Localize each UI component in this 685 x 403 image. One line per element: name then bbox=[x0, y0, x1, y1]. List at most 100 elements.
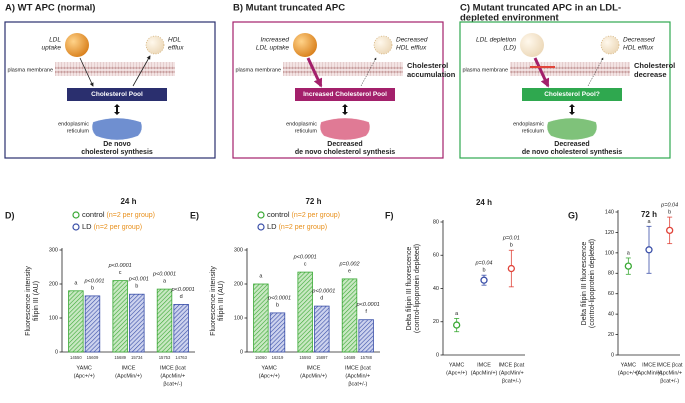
legend-marker bbox=[257, 223, 265, 231]
chart-title: 72 h bbox=[641, 210, 657, 219]
y-axis-label: Delta filipin III fluorescence bbox=[581, 242, 588, 326]
p-value: p<0.001 bbox=[128, 277, 149, 283]
hdl-label: HDL efflux bbox=[623, 45, 654, 52]
bar bbox=[341, 278, 358, 353]
membrane-label: plasma membrane bbox=[235, 67, 281, 73]
bar bbox=[84, 295, 101, 353]
letter-label: d bbox=[320, 296, 323, 302]
panel-label: G) bbox=[568, 210, 578, 220]
letter-label: c bbox=[119, 270, 122, 276]
p-value: p=0.04 bbox=[660, 203, 678, 209]
y-axis-label: (control-lipoprotein depleted) bbox=[414, 244, 421, 333]
arrow bbox=[360, 57, 377, 87]
letter-label: c bbox=[304, 262, 307, 268]
arrow bbox=[79, 57, 94, 87]
ldl-label: (LD) bbox=[503, 45, 516, 52]
double-arrow bbox=[569, 104, 575, 115]
er-label: endoplasmic bbox=[286, 121, 317, 127]
x-tick-label: IMCE bbox=[122, 365, 136, 371]
hdl-label: Decreased bbox=[396, 37, 428, 44]
y-tick-label: 120 bbox=[605, 230, 614, 236]
membrane bbox=[510, 62, 630, 76]
count-label: 15788 bbox=[360, 355, 372, 360]
chart-title: 72 h bbox=[305, 197, 321, 206]
x-tick-label: (ApcMin/+ bbox=[657, 370, 682, 376]
count-label: 15689 bbox=[114, 355, 126, 360]
side-label: Cholesterol bbox=[634, 61, 675, 70]
bar bbox=[112, 280, 128, 353]
x-tick-label: βcat+/-) bbox=[660, 378, 679, 384]
y-tick-label: 40 bbox=[433, 286, 439, 292]
letter-label: b bbox=[510, 243, 513, 249]
x-tick-label: βcat+/-) bbox=[163, 381, 182, 387]
legend-label: control bbox=[82, 210, 105, 219]
side-label: decrease bbox=[634, 70, 667, 79]
synthesis-label: Decreased bbox=[554, 141, 589, 148]
p-value: p<0.0001 bbox=[108, 263, 132, 269]
arrow bbox=[587, 57, 604, 87]
x-tick-label: (ApcMin/+ bbox=[345, 373, 370, 379]
x-tick-label: (Apc+/+) bbox=[446, 370, 467, 376]
count-label: 15609 bbox=[87, 355, 99, 360]
y-tick-label: 80 bbox=[433, 219, 439, 225]
synthesis-label: cholesterol synthesis bbox=[81, 149, 153, 156]
bar bbox=[173, 303, 189, 353]
panel-label: E) bbox=[190, 210, 199, 220]
hdl-label: HDL efflux bbox=[396, 45, 427, 52]
bar bbox=[314, 305, 330, 353]
y-tick-label: 0 bbox=[611, 352, 614, 358]
x-tick-label: (Apc+/+) bbox=[618, 370, 639, 376]
bar bbox=[156, 288, 173, 353]
pool-label: Cholesterol Pool? bbox=[544, 91, 600, 98]
er-label: endoplasmic bbox=[513, 121, 544, 127]
legend-marker bbox=[72, 223, 80, 231]
y-axis-label: Fluorescence intensity bbox=[25, 266, 32, 336]
synthesis-label: de novo cholesterol synthesis bbox=[295, 149, 395, 156]
point bbox=[480, 276, 488, 284]
letter-label: e bbox=[348, 268, 351, 274]
bar bbox=[269, 312, 286, 353]
count-label: 14550 bbox=[70, 355, 82, 360]
bar bbox=[129, 293, 145, 353]
y-tick-label: 100 bbox=[234, 315, 243, 321]
x-tick-label: (Apc+/+) bbox=[259, 373, 280, 379]
p-value: p<0.0001 bbox=[293, 255, 317, 261]
membrane-label: plasma membrane bbox=[462, 67, 508, 73]
x-tick-label: (ApcMin/+ bbox=[160, 373, 185, 379]
letter-label: a bbox=[74, 280, 78, 286]
bar bbox=[68, 290, 84, 353]
y-tick-label: 100 bbox=[49, 315, 58, 321]
letter-label: f bbox=[365, 309, 367, 315]
pool-label: Increased Cholesterol Pool bbox=[303, 91, 387, 98]
er-label: reticulum bbox=[67, 128, 90, 134]
er-label: reticulum bbox=[295, 128, 318, 134]
panel-title: A) WT APC (normal) bbox=[5, 3, 95, 14]
x-tick-label: (ApcMin/+) bbox=[636, 370, 663, 376]
letter-label: b bbox=[482, 268, 485, 274]
bar bbox=[297, 271, 313, 353]
count-label: 15734 bbox=[131, 355, 143, 360]
hdl-label: Decreased bbox=[623, 37, 655, 44]
synthesis-label: De novo bbox=[103, 141, 131, 148]
y-axis-label: Fluorescence intensity bbox=[210, 266, 217, 336]
count-label: 14689 bbox=[344, 355, 356, 360]
y-tick-label: 40 bbox=[608, 312, 614, 318]
count-label: 15593 bbox=[299, 355, 311, 360]
ldl-label: uptake bbox=[41, 45, 61, 52]
x-tick-label: βcat+/-) bbox=[502, 378, 521, 384]
legend-note: (n=2 per group) bbox=[94, 224, 142, 231]
y-tick-label: 200 bbox=[234, 281, 243, 287]
letter-label: b bbox=[91, 285, 94, 291]
y-tick-label: 60 bbox=[433, 253, 439, 259]
x-tick-label: IMCE βcat bbox=[498, 362, 524, 368]
count-label: 15060 bbox=[255, 355, 267, 360]
count-label: 14763 bbox=[175, 355, 187, 360]
ldl-particle bbox=[65, 33, 89, 57]
count-label: 16319 bbox=[272, 355, 284, 360]
ldl-label: Increased bbox=[260, 37, 289, 44]
synthesis-label: Decreased bbox=[327, 141, 362, 148]
x-tick-label: YAMC bbox=[76, 365, 92, 371]
panel-box bbox=[4, 21, 216, 159]
ldl-label: LDL bbox=[49, 37, 61, 44]
